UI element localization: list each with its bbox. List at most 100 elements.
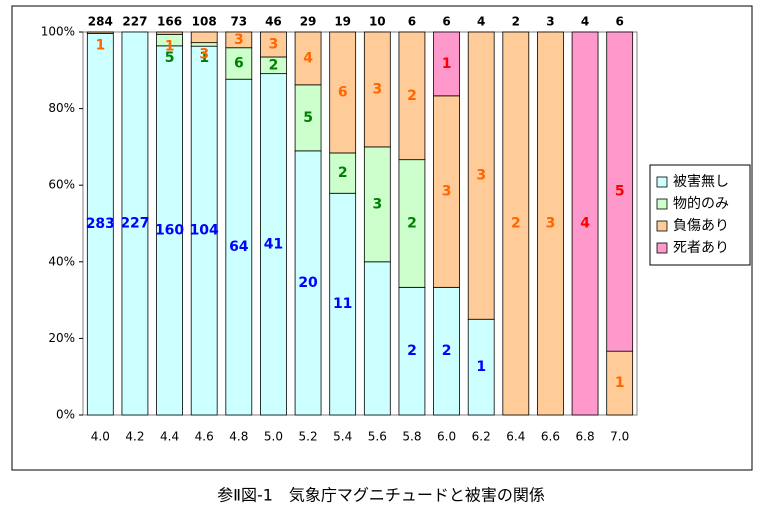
bar-segment xyxy=(225,31,253,49)
y-tick-label: 40% xyxy=(48,254,75,268)
bar-segment xyxy=(329,31,357,154)
data-label: 2 xyxy=(442,343,452,359)
legend-label: 物的のみ xyxy=(673,196,729,212)
data-label: 64 xyxy=(229,239,249,255)
x-tick-label: 6.2 xyxy=(472,430,491,444)
x-tick-label: 7.0 xyxy=(610,430,629,444)
bar-segment xyxy=(294,84,322,152)
bar-segment xyxy=(294,150,322,416)
total-label: 284 xyxy=(88,15,113,29)
total-label: 3 xyxy=(546,15,554,29)
y-tick-label: 100% xyxy=(41,25,75,39)
total-label: 10 xyxy=(369,15,386,29)
total-label: 4 xyxy=(477,15,485,29)
bar-segment xyxy=(260,31,287,58)
total-label: 108 xyxy=(192,15,217,29)
data-label: 2 xyxy=(511,216,521,232)
data-label: 20 xyxy=(298,275,318,291)
data-label: 3 xyxy=(476,168,486,184)
bar-segment xyxy=(329,192,357,416)
y-tick-label: 60% xyxy=(48,178,75,192)
total-label: 2 xyxy=(512,15,520,29)
bar-segment xyxy=(294,31,322,86)
data-label: 2 xyxy=(407,343,417,359)
x-tick-label: 4.8 xyxy=(229,430,248,444)
x-tick-label: 4.2 xyxy=(125,430,144,444)
legend-swatch xyxy=(656,242,668,254)
data-label: 1 xyxy=(442,56,452,72)
data-label: 5 xyxy=(165,50,175,66)
data-label: 4 xyxy=(580,216,590,232)
data-label: 2 xyxy=(269,57,279,73)
data-label: 3 xyxy=(234,32,244,48)
bar-segment xyxy=(260,73,287,416)
data-label: 4 xyxy=(303,50,313,66)
data-label: 1 xyxy=(615,375,625,391)
total-label: 6 xyxy=(442,15,450,29)
x-tick-label: 5.8 xyxy=(402,430,421,444)
legend-label: 死者あり xyxy=(673,240,729,256)
bar-segment xyxy=(398,159,426,288)
bar-segment xyxy=(156,45,183,416)
data-label: 283 xyxy=(86,216,115,232)
total-label: 6 xyxy=(616,15,624,29)
bar-segment xyxy=(606,350,634,416)
x-tick-label: 6.8 xyxy=(576,430,595,444)
legend-label: 負傷あり xyxy=(673,218,729,234)
data-label: 6 xyxy=(234,55,244,71)
bar-segment xyxy=(571,31,599,416)
x-tick-label: 6.6 xyxy=(541,430,560,444)
legend-swatch xyxy=(656,176,668,188)
bar-segment xyxy=(121,31,149,416)
x-tick-label: 5.2 xyxy=(299,430,318,444)
bar-segment xyxy=(225,78,253,416)
total-label: 6 xyxy=(408,15,416,29)
legend-label: 被害無し xyxy=(673,174,729,190)
data-label: 3 xyxy=(199,47,209,63)
legend-swatch xyxy=(656,198,668,210)
x-tick-label: 6.0 xyxy=(437,430,456,444)
data-label: 11 xyxy=(333,296,352,312)
y-tick-label: 80% xyxy=(48,101,75,115)
total-label: 19 xyxy=(334,15,351,29)
data-label: 1 xyxy=(476,359,486,375)
bar-segment xyxy=(537,31,564,416)
data-label: 160 xyxy=(155,222,184,238)
bar-segment xyxy=(398,31,426,161)
bar-segment xyxy=(329,152,357,194)
y-tick-label: 20% xyxy=(48,331,75,345)
chart-title: 参Ⅱ図-1 気象庁マグニチュードと被害の関係 xyxy=(217,486,545,505)
bar-segment xyxy=(363,261,391,416)
total-label: 73 xyxy=(230,15,247,29)
bar-segment xyxy=(467,31,495,320)
x-tick-label: 5.6 xyxy=(368,430,387,444)
data-label: 3 xyxy=(269,36,279,52)
bar-segment xyxy=(86,31,114,34)
x-tick-label: 5.0 xyxy=(264,430,283,444)
data-label: 5 xyxy=(615,184,625,200)
data-label: 6 xyxy=(338,84,348,100)
total-label: 166 xyxy=(157,15,182,29)
y-tick-label: 0% xyxy=(56,408,75,422)
data-label: 3 xyxy=(442,184,452,200)
bar-segment xyxy=(363,31,391,148)
bar-segment xyxy=(190,31,218,44)
data-label: 1 xyxy=(165,38,175,54)
bar-segment xyxy=(225,47,253,80)
bar-segment xyxy=(606,31,634,352)
x-tick-label: 4.4 xyxy=(160,430,179,444)
data-label: 1 xyxy=(199,50,209,66)
total-label: 29 xyxy=(300,15,317,29)
bar-segment xyxy=(156,31,183,35)
bar-segment xyxy=(502,31,530,416)
data-label: 1 xyxy=(95,37,105,53)
data-label: 5 xyxy=(303,110,313,126)
x-tick-label: 6.4 xyxy=(506,430,525,444)
legend-swatch xyxy=(656,220,668,232)
bar-segment xyxy=(433,286,460,416)
total-label: 46 xyxy=(265,15,282,29)
data-label: 3 xyxy=(546,216,556,232)
data-label: 2 xyxy=(338,165,348,181)
x-tick-label: 4.0 xyxy=(91,430,110,444)
